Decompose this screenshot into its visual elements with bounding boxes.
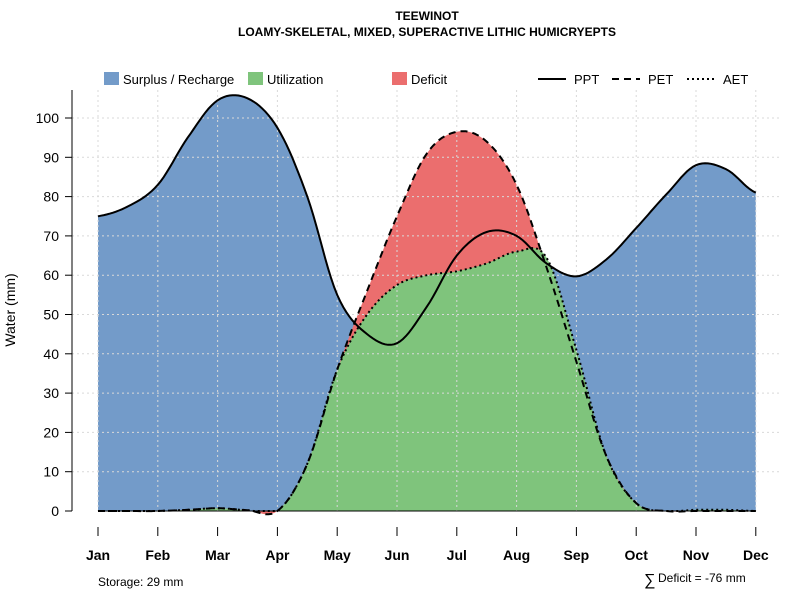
- y-tick-label: 50: [43, 307, 59, 323]
- y-ticks: 0 10 20 30 40 50 60 70 80 90 100: [36, 110, 72, 519]
- x-tick-label: Mar: [205, 547, 230, 563]
- legend-label-surplus: Surplus / Recharge: [123, 72, 234, 87]
- chart-subtitle: LOAMY-SKELETAL, MIXED, SUPERACTIVE LITHI…: [238, 25, 616, 39]
- y-tick-label: 10: [43, 464, 59, 480]
- utilization-area: [98, 248, 756, 511]
- sum-symbol: ∑: [644, 572, 655, 589]
- x-ticks: Jan Feb Mar Apr May Jun Jul Aug Sep Oct Nov Dec: [86, 527, 769, 563]
- area-fills: [98, 95, 756, 515]
- x-tick-label: May: [324, 547, 351, 563]
- y-tick-label: 20: [43, 424, 59, 440]
- legend-swatch-utilization: [248, 72, 263, 85]
- series-lines: [97, 94, 757, 516]
- x-tick-label: Dec: [743, 547, 769, 563]
- aet-line: [98, 247, 756, 512]
- x-tick-label: Aug: [503, 547, 530, 563]
- legend-swatch-deficit: [392, 72, 407, 85]
- x-tick-label: Nov: [683, 547, 710, 563]
- grid: [72, 90, 780, 511]
- y-tick-label: 30: [43, 385, 59, 401]
- legend-label-ppt: PPT: [574, 72, 599, 87]
- legend: Surplus / Recharge Utilization Deficit P…: [104, 72, 748, 87]
- pet-line: [98, 130, 756, 516]
- y-tick-label: 70: [43, 228, 59, 244]
- deficit-annotation: Deficit = -76 mm: [658, 571, 746, 585]
- legend-label-deficit: Deficit: [411, 72, 448, 87]
- chart-title: TEEWINOT: [395, 9, 459, 23]
- y-tick-label: 80: [43, 189, 59, 205]
- x-tick-label: Sep: [564, 547, 590, 563]
- x-tick-label: Oct: [625, 547, 649, 563]
- y-tick-label: 60: [43, 267, 59, 283]
- ppt-line: [97, 94, 757, 346]
- legend-label-aet: AET: [723, 72, 748, 87]
- legend-swatch-surplus: [104, 72, 119, 85]
- y-tick-label: 90: [43, 149, 59, 165]
- legend-label-pet: PET: [648, 72, 673, 87]
- x-tick-label: Jan: [86, 547, 110, 563]
- x-tick-label: Apr: [265, 547, 290, 563]
- storage-annotation: Storage: 29 mm: [98, 575, 183, 589]
- x-tick-label: Feb: [145, 547, 170, 563]
- y-tick-label: 40: [43, 346, 59, 362]
- legend-label-utilization: Utilization: [267, 72, 323, 87]
- x-tick-label: Jul: [447, 547, 467, 563]
- y-tick-label: 0: [51, 503, 59, 519]
- x-tick-label: Jun: [385, 547, 410, 563]
- y-tick-label: 100: [36, 110, 60, 126]
- y-axis-label: Water (mm): [2, 273, 18, 346]
